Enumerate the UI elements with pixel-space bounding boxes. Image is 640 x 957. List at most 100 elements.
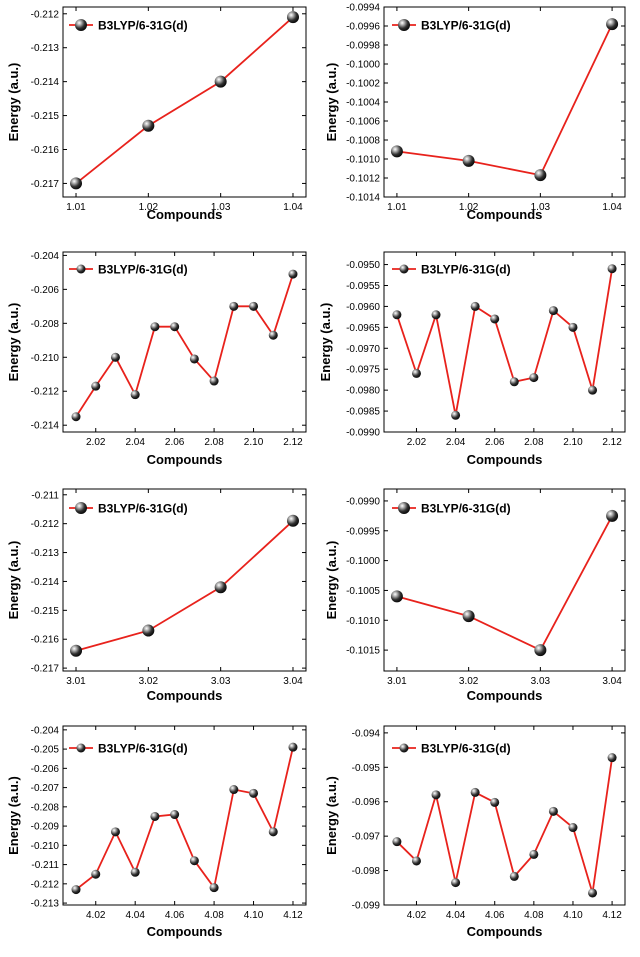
x-tick-label: 1.02 xyxy=(459,202,479,213)
data-point xyxy=(170,322,180,332)
data-point xyxy=(249,788,259,798)
data-point xyxy=(214,75,227,88)
series-line xyxy=(75,273,294,418)
y-tick-label: -0.1010 xyxy=(346,616,380,627)
data-point xyxy=(509,871,519,881)
y-axis-title: Energy (a.u.) xyxy=(6,303,21,382)
data-point xyxy=(606,509,619,522)
data-point xyxy=(288,269,298,279)
x-tick-label: 4.10 xyxy=(244,910,264,921)
legend-marker xyxy=(398,19,410,31)
data-point xyxy=(390,590,403,603)
y-tick-label: -0.204 xyxy=(31,251,60,262)
legend: B3LYP/6-31G(d) xyxy=(392,19,511,33)
x-tick-label: 4.06 xyxy=(165,910,185,921)
legend: B3LYP/6-31G(d) xyxy=(392,263,511,277)
x-tick-label: 2.06 xyxy=(485,437,505,448)
data-point xyxy=(548,806,558,816)
x-tick-label: 4.02 xyxy=(407,910,427,921)
chart-panel-5: -0.217 -0.216 -0.215 -0.214 -0.213 -0.212 -0.2… xyxy=(6,488,307,703)
plot-frame xyxy=(383,251,626,433)
legend: B3LYP/6-31G(d) xyxy=(69,263,188,277)
y-tick-label: -0.213 xyxy=(31,43,60,54)
y-tick-label: -0.1010 xyxy=(346,155,380,166)
x-tick-label: 2.04 xyxy=(446,437,466,448)
legend: B3LYP/6-31G(d) xyxy=(392,502,511,516)
y-tick-label: -0.213 xyxy=(31,899,60,910)
data-point xyxy=(189,354,199,364)
x-tick-label: 2.12 xyxy=(283,437,303,448)
x-tick-label: 2.02 xyxy=(86,437,106,448)
x-tick-label: 2.10 xyxy=(563,437,583,448)
data-point xyxy=(268,827,278,837)
legend: B3LYP/6-31G(d) xyxy=(69,19,188,33)
data-point xyxy=(451,878,461,888)
x-tick-label: 1.04 xyxy=(602,202,622,213)
x-tick-label: 1.01 xyxy=(387,202,407,213)
data-point xyxy=(470,787,480,797)
data-point xyxy=(229,301,239,311)
data-point xyxy=(288,742,298,752)
y-tick-label: -0.0955 xyxy=(346,281,380,292)
y-axis-title: Energy (a.u.) xyxy=(6,541,21,620)
data-point xyxy=(189,856,199,866)
y-tick-label: -0.1014 xyxy=(346,193,380,204)
data-point xyxy=(411,856,421,866)
y-tick-label: -0.212 xyxy=(31,519,60,530)
y-tick-label: -0.206 xyxy=(31,285,60,296)
plot-frame xyxy=(62,6,307,198)
series-line xyxy=(75,746,294,891)
data-point xyxy=(534,169,547,182)
x-tick-label: 3.04 xyxy=(283,676,303,687)
y-tick-label: -0.099 xyxy=(352,901,381,912)
data-point xyxy=(548,306,558,316)
series-line xyxy=(396,23,613,177)
y-tick-label: -0.0980 xyxy=(346,386,380,397)
x-tick-label: 4.10 xyxy=(563,910,583,921)
y-axis-title: Energy (a.u.) xyxy=(6,63,21,142)
x-axis-title: Compounds xyxy=(467,688,543,703)
y-tick-label: -0.1005 xyxy=(346,586,380,597)
data-point xyxy=(462,154,475,167)
x-axis-title: Compounds xyxy=(467,452,543,467)
y-axis-title: Energy (a.u.) xyxy=(318,303,333,382)
x-tick-label: 4.12 xyxy=(602,910,622,921)
y-tick-label: -0.213 xyxy=(31,548,60,559)
y-tick-label: -0.214 xyxy=(31,77,60,88)
y-tick-label: -0.216 xyxy=(31,635,60,646)
y-tick-label: -0.097 xyxy=(352,832,381,843)
legend-label: B3LYP/6-31G(d) xyxy=(98,263,188,277)
y-tick-label: -0.209 xyxy=(31,822,60,833)
data-point xyxy=(390,145,403,158)
data-point xyxy=(209,376,219,386)
y-tick-label: -0.214 xyxy=(31,577,60,588)
x-axis-title: Compounds xyxy=(147,924,223,939)
y-tick-label: -0.0985 xyxy=(346,407,380,418)
x-tick-label: 1.03 xyxy=(211,202,231,213)
legend-label: B3LYP/6-31G(d) xyxy=(98,742,188,756)
y-tick-label: -0.217 xyxy=(31,664,60,675)
y-tick-label: -0.0994 xyxy=(346,3,380,14)
y-tick-label: -0.212 xyxy=(31,387,60,398)
x-tick-label: 1.03 xyxy=(531,202,551,213)
data-point xyxy=(286,11,299,24)
y-tick-label: -0.207 xyxy=(31,783,60,794)
y-tick-label: -0.0990 xyxy=(346,496,380,507)
data-point xyxy=(451,410,461,420)
y-tick-label: -0.1002 xyxy=(346,79,380,90)
x-axis-title: Compounds xyxy=(467,924,543,939)
y-tick-label: -0.0990 xyxy=(346,428,380,439)
series-line xyxy=(396,268,613,416)
legend-marker xyxy=(398,502,410,514)
y-tick-label: -0.217 xyxy=(31,179,60,190)
chart-panel-6: -0.1015 -0.1010 -0.1005 -0.1000 -0.0995 -0.09… xyxy=(324,488,626,703)
x-tick-label: 3.03 xyxy=(211,676,231,687)
data-point xyxy=(70,177,83,190)
y-tick-label: -0.216 xyxy=(31,145,60,156)
x-axis-title: Compounds xyxy=(147,452,223,467)
chart-panel-4: -0.0990 -0.0985 -0.0980 -0.0975 -0.0970 -0.09… xyxy=(318,251,626,467)
legend: B3LYP/6-31G(d) xyxy=(69,502,188,516)
data-point xyxy=(529,849,539,859)
y-tick-label: -0.0995 xyxy=(346,526,380,537)
